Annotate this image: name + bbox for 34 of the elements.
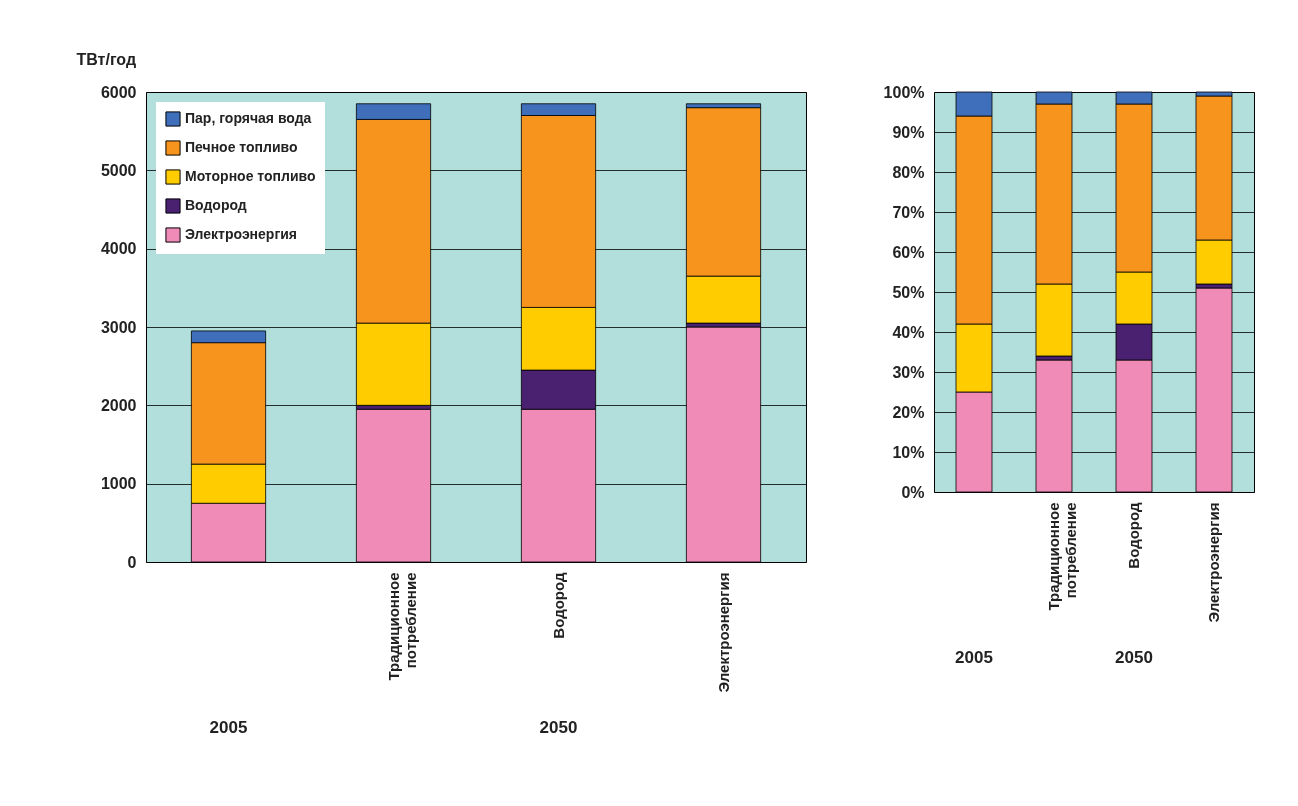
x-tick-label: Традиционное потребление	[1045, 502, 1079, 611]
y-tick-label: 4000	[100, 240, 137, 258]
x-tick-label: Электроэнергия	[1205, 502, 1222, 623]
x-tick-label: Водород	[1125, 502, 1142, 569]
y-tick-label: 5000	[100, 161, 137, 179]
text: 2050	[539, 718, 578, 737]
y-tick-label: 60%	[892, 243, 925, 261]
y-tick-label: 100%	[883, 83, 925, 101]
legend-label: Электроэнергия	[185, 226, 298, 242]
y-tick-label: 40%	[892, 323, 925, 341]
y-tick-label: 0%	[901, 483, 925, 501]
y-tick-label: 0	[127, 553, 137, 571]
y-tick-label: 3000	[100, 318, 137, 336]
text: 2005	[955, 648, 993, 667]
y-tick-label: 2000	[100, 396, 137, 414]
x-tick-label: Водород	[549, 572, 567, 639]
text: 2050	[1115, 648, 1153, 667]
legend-label: Моторное топливо	[185, 168, 316, 184]
y-tick-label: 80%	[892, 163, 925, 181]
y-axis-title: ТВт/год	[76, 50, 137, 68]
legend-label: Водород	[185, 197, 247, 213]
y-tick-label: 70%	[892, 203, 925, 221]
y-tick-label: 6000	[100, 83, 137, 101]
legend-label: Печное топливо	[185, 139, 298, 155]
y-tick-label: 50%	[892, 283, 925, 301]
y-tick-label: 90%	[892, 123, 925, 141]
x-tick-label: Традиционное потребление	[384, 572, 419, 681]
y-tick-label: 1000	[100, 475, 137, 493]
text: 2005	[209, 718, 248, 737]
y-tick-label: 30%	[892, 363, 925, 381]
legend-label: Пар, горячая вода	[185, 110, 312, 126]
x-tick-label: Электроэнергия	[714, 572, 732, 693]
y-tick-label: 10%	[892, 443, 925, 461]
y-tick-label: 20%	[892, 403, 925, 421]
